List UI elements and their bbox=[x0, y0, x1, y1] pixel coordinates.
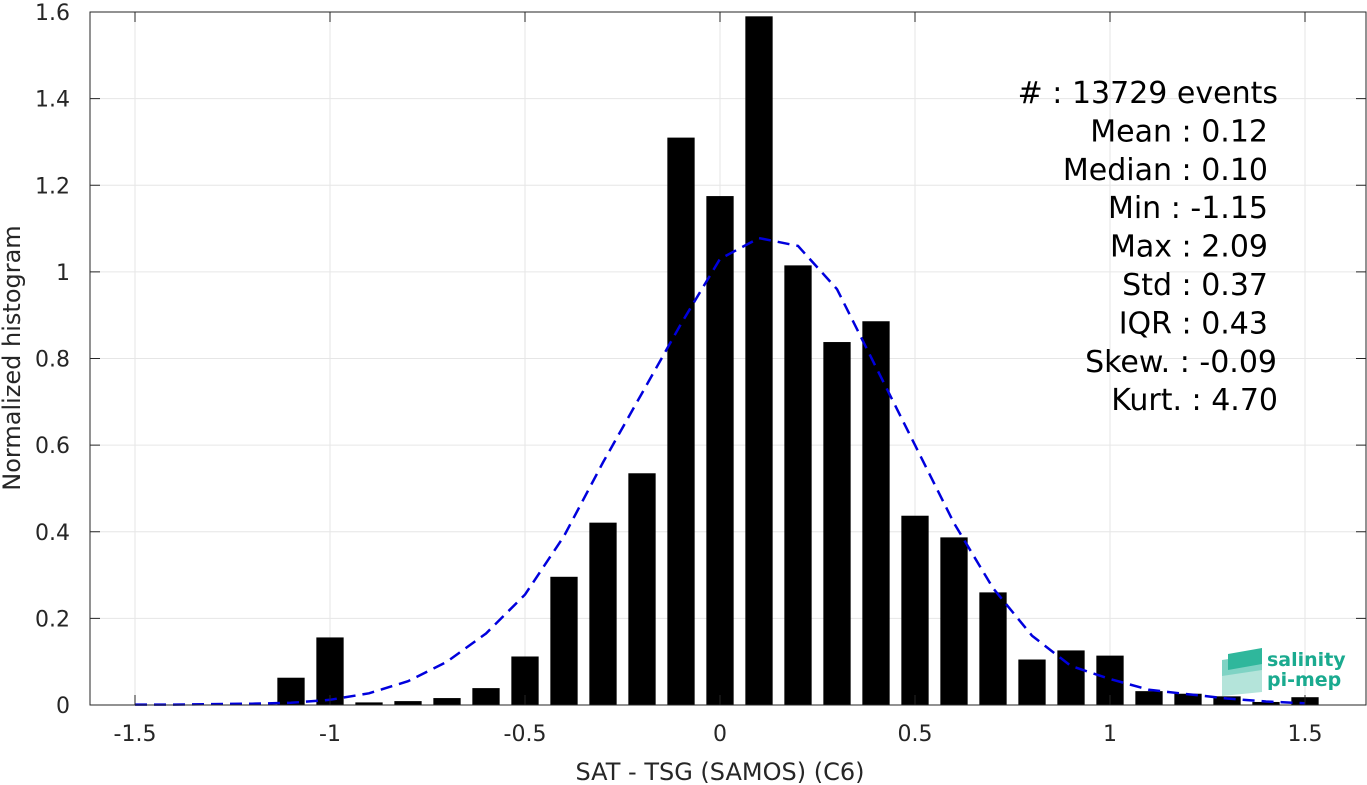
stat-line: Kurt. : 4.70 bbox=[1111, 383, 1278, 418]
x-tick-label: -0.5 bbox=[504, 722, 547, 747]
logo-text-line2: pi-mep bbox=[1267, 669, 1341, 691]
histogram-bar bbox=[472, 688, 500, 705]
logo-mark-icon bbox=[1222, 648, 1262, 696]
histogram-bar bbox=[667, 137, 695, 705]
histogram-bar bbox=[940, 537, 968, 705]
stat-line: Max : 2.09 bbox=[1110, 230, 1268, 265]
stat-line: IQR : 0.43 bbox=[1119, 306, 1268, 341]
histogram-bar bbox=[394, 701, 422, 705]
y-tick-label: 1.6 bbox=[35, 1, 70, 26]
stat-line: Skew. : -0.09 bbox=[1085, 345, 1277, 380]
histogram-bar bbox=[862, 321, 890, 705]
x-tick-label: 1 bbox=[1103, 722, 1117, 747]
histogram-bar bbox=[823, 342, 851, 705]
x-tick-label: -1 bbox=[319, 722, 341, 747]
x-axis-title: SAT - TSG (SAMOS) (C6) bbox=[576, 758, 865, 785]
y-axis-title: Normalized histogram bbox=[0, 225, 26, 490]
histogram-bar bbox=[1174, 693, 1202, 705]
histogram-bar bbox=[1252, 701, 1280, 705]
histogram-bar bbox=[355, 702, 383, 705]
histogram-bar bbox=[979, 592, 1007, 705]
x-tick-label: -1.5 bbox=[114, 722, 157, 747]
y-tick-label: 0 bbox=[56, 694, 70, 719]
histogram-bar bbox=[1135, 691, 1163, 705]
y-tick-label: 0.4 bbox=[35, 521, 70, 546]
y-tick-label: 0.8 bbox=[35, 348, 70, 373]
stat-line: Min : -1.15 bbox=[1108, 191, 1268, 226]
histogram-bar bbox=[433, 698, 461, 705]
y-tick-label: 0.6 bbox=[35, 434, 70, 459]
histogram-bar bbox=[901, 515, 929, 705]
histogram-bar bbox=[745, 16, 773, 706]
x-tick-label: 1.5 bbox=[1288, 722, 1323, 747]
histogram-bar bbox=[1213, 696, 1241, 705]
x-tick-labels: -1.5 -1 -0.5 0 0.5 1 1.5 bbox=[114, 722, 1323, 747]
histogram-bar bbox=[628, 473, 656, 705]
stat-line: Median : 0.10 bbox=[1063, 153, 1268, 188]
stat-line: Std : 0.37 bbox=[1122, 268, 1268, 303]
histogram-bar bbox=[316, 637, 344, 705]
y-tick-label: 1 bbox=[56, 261, 70, 286]
histogram-bar bbox=[706, 196, 734, 705]
y-tick-label: 1.2 bbox=[35, 174, 70, 199]
histogram-bar bbox=[589, 522, 617, 705]
x-tick-label: 0.5 bbox=[898, 722, 933, 747]
histogram-bar bbox=[784, 265, 812, 705]
axis-ticks bbox=[90, 11, 1366, 706]
histogram-bar bbox=[1018, 659, 1046, 705]
histogram-bar bbox=[277, 677, 305, 705]
salinity-pi-mep-logo: salinity pi-mep bbox=[1222, 648, 1346, 696]
histogram-bar bbox=[550, 576, 578, 705]
x-tick-label: 0 bbox=[713, 722, 727, 747]
y-tick-label: 0.2 bbox=[35, 607, 70, 632]
y-tick-label: 1.4 bbox=[35, 88, 70, 113]
logo-text-line1: salinity bbox=[1267, 649, 1346, 671]
stat-line: # : 13729 events bbox=[1018, 76, 1278, 111]
y-tick-labels: 0 0.2 0.4 0.6 0.8 1 1.2 1.4 1.6 bbox=[35, 1, 70, 719]
stat-line: Mean : 0.12 bbox=[1090, 114, 1268, 149]
